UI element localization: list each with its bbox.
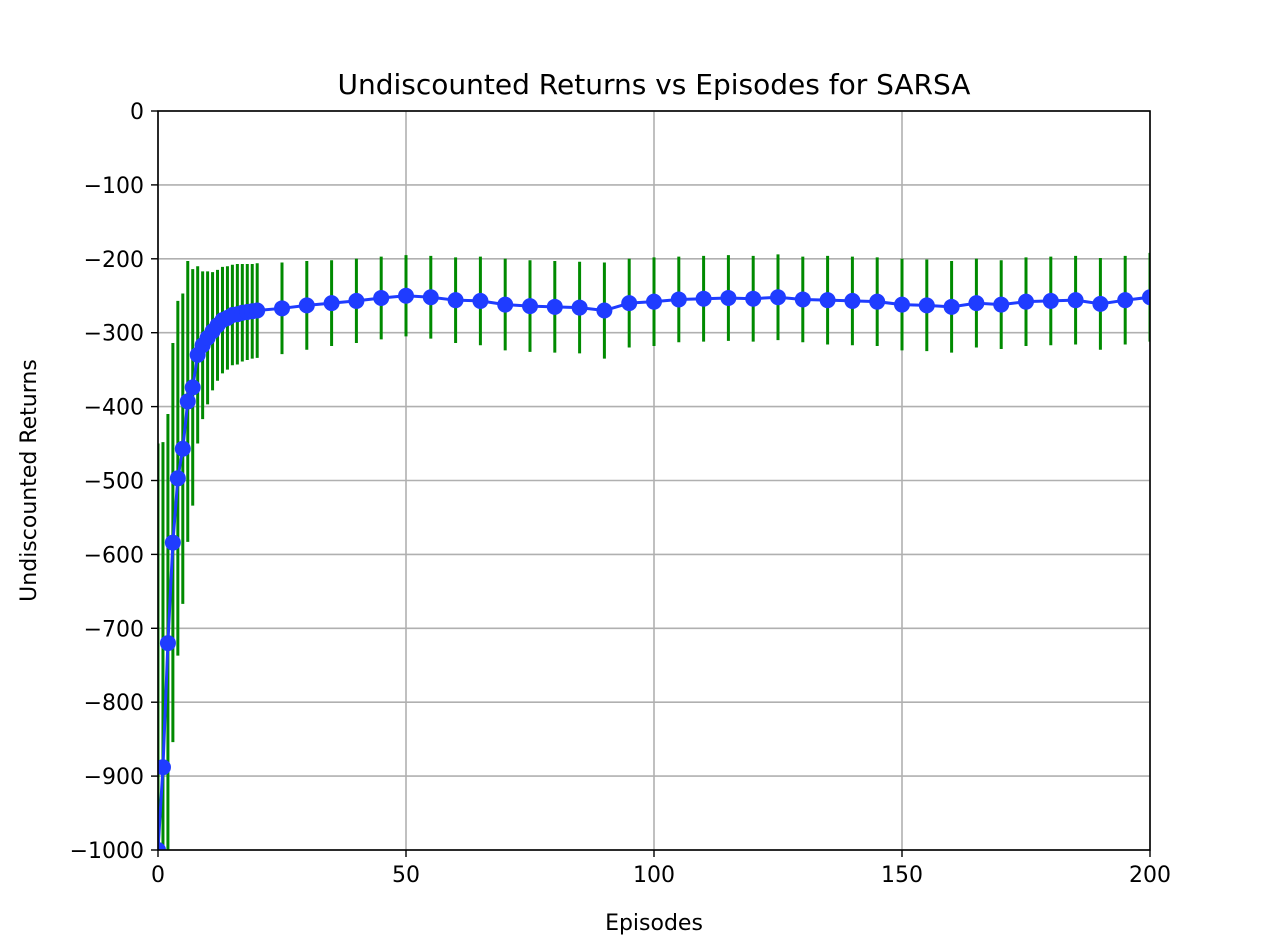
data-point [1018, 293, 1034, 310]
x-tick-label: 50 [392, 863, 420, 888]
data-point [158, 842, 166, 850]
chart-title: Undiscounted Returns vs Episodes for SAR… [338, 68, 971, 101]
data-point [695, 290, 712, 307]
x-axis-label: Episodes [605, 911, 703, 936]
data-point [422, 289, 439, 306]
x-tick-label: 150 [881, 863, 923, 888]
data-point [447, 292, 464, 309]
data-point [174, 440, 191, 457]
series [158, 287, 1150, 850]
data-point [918, 297, 935, 314]
y-tick-label: 0 [130, 100, 144, 125]
data-point [274, 300, 290, 317]
y-tick-label: −300 [84, 322, 144, 347]
y-tick-label: −600 [84, 543, 144, 568]
data-point [398, 287, 414, 304]
data-point [1117, 292, 1134, 309]
data-point [522, 298, 538, 315]
data-point [869, 293, 886, 310]
data-point [670, 291, 687, 308]
y-tick-label: −1000 [70, 839, 144, 864]
y-tick-label: −200 [84, 248, 144, 273]
data-point [993, 296, 1010, 313]
data-point [894, 296, 910, 313]
y-tick-label: −900 [84, 765, 144, 790]
data-point [621, 295, 638, 312]
data-point [249, 302, 266, 319]
data-point [298, 297, 315, 314]
data-point [571, 299, 588, 316]
data-point [745, 290, 762, 307]
x-ticks: 0 50 100 150 200 [151, 850, 1171, 888]
data-point [1092, 295, 1109, 312]
data-point [323, 295, 340, 312]
data-point [497, 296, 514, 313]
data-point [596, 302, 613, 319]
y-tick-label: −700 [84, 617, 144, 642]
data-point [546, 298, 563, 315]
data-point [179, 393, 196, 410]
data-point [472, 292, 489, 309]
data-point [770, 289, 786, 306]
data-point [819, 292, 836, 309]
data-point [373, 289, 390, 306]
data-point [720, 289, 737, 306]
data-point [1042, 292, 1059, 309]
data-point [1067, 292, 1084, 309]
x-tick-label: 100 [633, 863, 675, 888]
data-point [169, 470, 186, 487]
x-tick-label: 200 [1129, 863, 1171, 888]
y-tick-label: −100 [84, 174, 144, 199]
y-axis-label: Undiscounted Returns [17, 359, 42, 602]
data-point [164, 534, 181, 551]
data-point [159, 635, 176, 652]
data-point [844, 292, 861, 309]
data-point [646, 293, 662, 310]
data-point [348, 292, 365, 309]
data-point [794, 291, 811, 308]
data-point [1142, 289, 1150, 306]
data-point [968, 295, 985, 312]
data-point [943, 298, 960, 315]
y-tick-label: −500 [84, 470, 144, 495]
data-point [158, 759, 171, 776]
x-tick-label: 0 [151, 863, 165, 888]
data-point [184, 379, 201, 396]
grid [157, 110, 1151, 851]
y-tick-label: −400 [84, 396, 144, 421]
y-ticks: 0 −100 −200 −300 −400 −500 −600 −700 −800 −900 −10… [70, 100, 158, 864]
y-tick-label: −800 [84, 691, 144, 716]
